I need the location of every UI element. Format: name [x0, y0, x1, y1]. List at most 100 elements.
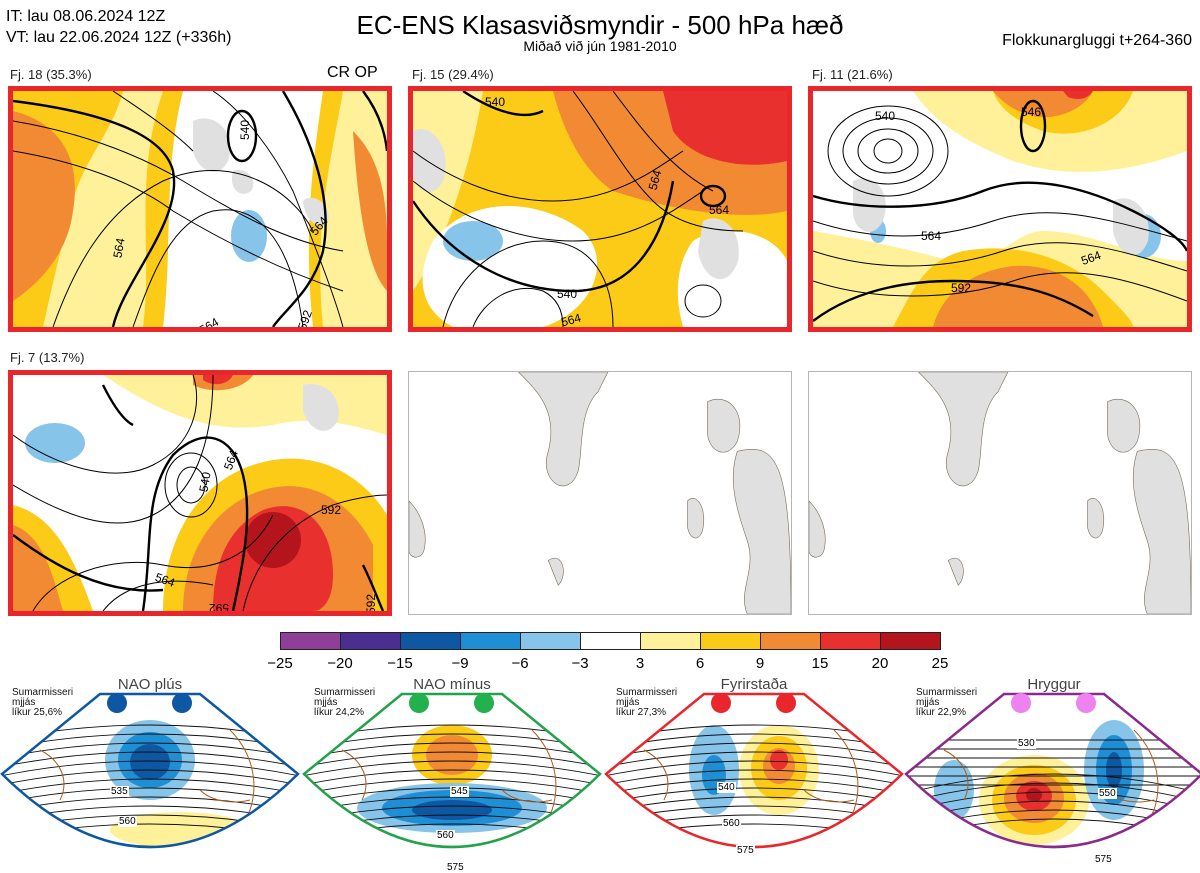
regime-name: Fyrirstaða: [720, 676, 788, 693]
colorbar-tick-label: 3: [635, 655, 645, 672]
cluster-map-3-graphic: [813, 91, 1187, 327]
regime-marker-dot: [1076, 693, 1096, 713]
regime-marker-dot: [474, 693, 494, 713]
panel-1-badge: CR OP: [327, 64, 378, 81]
regime-panel: 535 560: [0, 690, 300, 871]
colorbar-tick-label: 15: [811, 655, 829, 672]
regime-marker-dot: [107, 693, 127, 713]
colorbar-swatch: [820, 632, 881, 650]
regime-contour-label: 535: [110, 786, 129, 797]
regime-contour-label: 550: [1098, 788, 1117, 799]
colorbar-swatch: [280, 632, 341, 650]
regime-name: NAO mínus: [413, 676, 491, 693]
colorbar-tick-label: −6: [511, 655, 529, 672]
regime-info-line: Sumarmisseri: [314, 687, 376, 698]
regime-info: Sumarmisseri mjjás líkur 27,3%: [616, 688, 677, 718]
panel-3-label: Fj. 11 (21.6%): [812, 67, 893, 82]
page-subtitle: Miðað við jún 1981-2010: [523, 38, 677, 54]
panel-4-contour-e: 592: [209, 601, 230, 615]
regime-marker-dot: [409, 693, 429, 713]
regime-info-line: Sumarmisseri: [12, 687, 74, 698]
panel-2-contour-e: 540: [485, 95, 506, 109]
regime-contour-label: 575: [1094, 854, 1113, 865]
header-times: IT: lau 08.06.2024 12Z VT: lau 22.06.202…: [6, 6, 232, 48]
panel-3-contour-d: 546: [1021, 105, 1042, 119]
regime-fan: [904, 692, 1200, 849]
colorbar-swatch: [640, 632, 701, 650]
panel-2-contour-d: 564: [709, 203, 730, 217]
regime-panel: 545 560 575: [302, 690, 602, 873]
panel-4-label: Fj. 7 (13.7%): [10, 350, 85, 365]
regime-fan: [604, 692, 904, 849]
regime-contour-label: 560: [118, 816, 137, 827]
regime-info-line: líkur 24,2%: [314, 707, 365, 718]
regime-info-line: Sumarmisseri: [616, 687, 678, 698]
regime-contour-label: 575: [736, 845, 755, 856]
initial-time: IT: lau 08.06.2024 12Z: [6, 8, 166, 25]
regime-contour-label: 575: [446, 862, 465, 873]
panel-3-contour-e: 540: [875, 109, 896, 123]
regime-info-line: líkur 27,3%: [616, 707, 667, 718]
colorbar-tick-label: −15: [387, 655, 413, 672]
colorbar-tick-label: −9: [451, 655, 469, 672]
panel-4-contour-f: 592: [364, 593, 379, 615]
regime-info-line: mjjás: [916, 697, 940, 708]
colorbar-tick-label: 6: [695, 655, 705, 672]
regime-fan: [0, 692, 300, 849]
regime-info-line: Sumarmisseri: [916, 687, 978, 698]
valid-time: VT: lau 22.06.2024 12Z (+336h): [6, 29, 232, 46]
regime-info: Sumarmisseri mjjás líkur 24,2%: [314, 688, 375, 718]
empty-map-6-graphic: [809, 372, 1191, 614]
regime-contour-label: 560: [722, 818, 741, 829]
colorbar-swatch: [580, 632, 641, 650]
colorbar-swatch: [340, 632, 401, 650]
regime-info: Sumarmisseri mjjás líkur 25,6%: [12, 688, 73, 718]
regime-info-line: líkur 22,9%: [916, 707, 967, 718]
colorbar-tick-label: 20: [871, 655, 889, 672]
cluster-map-1: 564 564 564 592 540: [8, 86, 392, 332]
cluster-map-1-graphic: [13, 91, 387, 327]
regime-contour-label: 560: [436, 830, 455, 841]
regime-contour-label: 530: [1017, 738, 1036, 749]
page-title: EC-ENS Klasasviðsmyndir - 500 hPa hæð: [356, 10, 844, 40]
colorbar-swatch: [400, 632, 461, 650]
panel-3-contour-a: 564: [921, 229, 942, 243]
regime-contour-label: 545: [450, 786, 469, 797]
regime-name: NAO plús: [117, 676, 183, 693]
empty-map-5-graphic: [409, 372, 791, 614]
regime-fan: [302, 692, 602, 849]
regime-info-line: mjjás: [12, 697, 36, 708]
cluster-map-3: 564 564 592 546 540: [808, 86, 1192, 332]
regime-contour-label: 540: [717, 782, 736, 793]
empty-map-6: [808, 371, 1192, 615]
regime-panel: 540 560 575: [604, 690, 904, 871]
panel-3-contour-c: 592: [951, 281, 972, 295]
panel-2-label: Fj. 15 (29.4%): [412, 67, 494, 82]
regime-info-line: mjjás: [616, 697, 640, 708]
regime-name: Hryggur: [1027, 676, 1081, 693]
colorbar-tick-label: −20: [327, 655, 353, 672]
colorbar-swatch: [460, 632, 521, 650]
colorbar-swatch: [520, 632, 581, 650]
empty-map-5: [408, 371, 792, 615]
panel-1-contour-e: 540: [238, 119, 253, 141]
regime-marker-dot: [172, 693, 192, 713]
colorbar-swatch: [760, 632, 821, 650]
colorbar-tick-label: 25: [931, 655, 949, 672]
regime-marker-dot: [1011, 693, 1031, 713]
classification-window: Flokkunargluggi t+264-360: [1002, 32, 1192, 49]
cluster-map-4: 564 564 592 540 592 592: [8, 370, 392, 616]
panel-2-contour-a: 540: [557, 287, 578, 301]
colorbar-tick-label: −3: [571, 655, 589, 672]
panel-4-contour-c: 592: [321, 503, 342, 517]
regime-info: Sumarmisseri mjjás líkur 22,9%: [916, 688, 977, 718]
cluster-map-2-graphic: [413, 91, 787, 327]
regime-info-line: líkur 25,6%: [12, 707, 63, 718]
colorbar-tick-label: −25: [267, 655, 293, 672]
cluster-map-4-graphic: [13, 375, 387, 611]
colorbar-tick-label: 9: [755, 655, 765, 672]
regime-marker-dot: [776, 693, 796, 713]
regime-panel: 530 550 575: [904, 690, 1200, 871]
colorbar-swatch: [700, 632, 761, 650]
cluster-map-2: 540 564 564 564 540: [408, 86, 792, 332]
